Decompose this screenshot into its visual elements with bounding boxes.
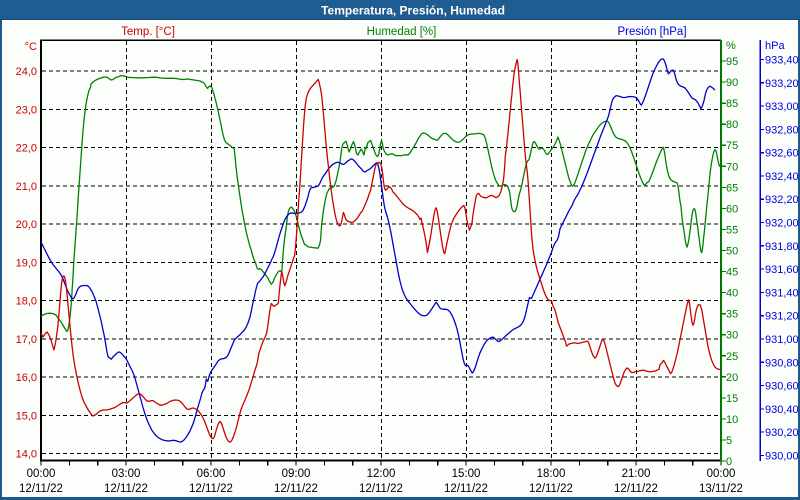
svg-text:60: 60	[726, 203, 738, 215]
svg-text:932,60: 932,60	[765, 148, 799, 160]
svg-text:24,0: 24,0	[16, 66, 37, 78]
svg-text:80: 80	[726, 119, 738, 131]
svg-text:933,00: 933,00	[765, 101, 799, 113]
svg-text:22,0: 22,0	[16, 143, 37, 155]
svg-text:933,40: 933,40	[765, 55, 799, 67]
svg-text:931,80: 931,80	[765, 241, 799, 253]
svg-text:85: 85	[726, 98, 738, 110]
svg-text:Temperatura, Presión, Humedad: Temperatura, Presión, Humedad	[321, 4, 505, 18]
svg-text:12/11/22: 12/11/22	[359, 483, 403, 495]
svg-text:°C: °C	[25, 41, 37, 53]
svg-text:0: 0	[726, 456, 732, 468]
svg-text:75: 75	[726, 140, 738, 152]
svg-text:06:00: 06:00	[197, 468, 226, 480]
svg-text:20: 20	[726, 372, 738, 384]
svg-text:932,40: 932,40	[765, 171, 799, 183]
svg-text:00:00: 00:00	[27, 468, 56, 480]
svg-text:930,00: 930,00	[765, 450, 799, 462]
svg-text:12/11/22: 12/11/22	[274, 483, 318, 495]
svg-text:09:00: 09:00	[282, 468, 311, 480]
svg-text:19,0: 19,0	[16, 257, 37, 269]
svg-text:70: 70	[726, 161, 738, 173]
svg-text:15: 15	[726, 393, 738, 405]
svg-text:932,00: 932,00	[765, 218, 799, 230]
svg-text:12/11/22: 12/11/22	[189, 483, 233, 495]
svg-text:931,20: 931,20	[765, 311, 799, 323]
svg-text:932,20: 932,20	[765, 194, 799, 206]
svg-text:931,60: 931,60	[765, 264, 799, 276]
svg-text:20,0: 20,0	[16, 219, 37, 231]
svg-text:12/11/22: 12/11/22	[614, 483, 658, 495]
svg-text:10: 10	[726, 414, 738, 426]
svg-text:25: 25	[726, 351, 738, 363]
svg-text:Humedad [%]: Humedad [%]	[367, 26, 437, 38]
svg-text:13/11/22: 13/11/22	[699, 483, 743, 495]
svg-text:40: 40	[726, 288, 738, 300]
svg-text:930,80: 930,80	[765, 357, 799, 369]
svg-text:933,20: 933,20	[765, 78, 799, 90]
svg-text:50: 50	[726, 246, 738, 258]
svg-text:930,60: 930,60	[765, 381, 799, 393]
svg-text:90: 90	[726, 77, 738, 89]
svg-text:12/11/22: 12/11/22	[529, 483, 573, 495]
svg-text:16,0: 16,0	[16, 372, 37, 384]
svg-text:15,0: 15,0	[16, 410, 37, 422]
svg-text:35: 35	[726, 309, 738, 321]
svg-text:Presión [hPa]: Presión [hPa]	[617, 26, 686, 38]
svg-text:95: 95	[726, 56, 738, 68]
svg-text:%: %	[726, 40, 736, 52]
svg-text:18:00: 18:00	[537, 468, 566, 480]
svg-text:932,80: 932,80	[765, 124, 799, 136]
svg-text:hPa: hPa	[765, 40, 785, 52]
svg-text:21:00: 21:00	[622, 468, 651, 480]
svg-text:18,0: 18,0	[16, 296, 37, 308]
svg-text:03:00: 03:00	[112, 468, 141, 480]
svg-text:14,0: 14,0	[16, 449, 37, 461]
svg-text:12/11/22: 12/11/22	[104, 483, 148, 495]
svg-text:21,0: 21,0	[16, 181, 37, 193]
svg-text:931,00: 931,00	[765, 334, 799, 346]
svg-text:55: 55	[726, 224, 738, 236]
svg-text:931,40: 931,40	[765, 287, 799, 299]
svg-text:12:00: 12:00	[367, 468, 396, 480]
svg-text:45: 45	[726, 267, 738, 279]
svg-text:Temp. [°C]: Temp. [°C]	[121, 26, 175, 38]
svg-text:00:00: 00:00	[707, 468, 736, 480]
svg-text:930,40: 930,40	[765, 404, 799, 416]
svg-text:12/11/22: 12/11/22	[444, 483, 488, 495]
svg-text:5: 5	[726, 435, 732, 447]
svg-text:930,20: 930,20	[765, 427, 799, 439]
svg-text:23,0: 23,0	[16, 104, 37, 116]
svg-text:65: 65	[726, 182, 738, 194]
svg-text:30: 30	[726, 330, 738, 342]
svg-text:15:00: 15:00	[452, 468, 481, 480]
svg-text:17,0: 17,0	[16, 334, 37, 346]
svg-text:12/11/22: 12/11/22	[19, 483, 63, 495]
